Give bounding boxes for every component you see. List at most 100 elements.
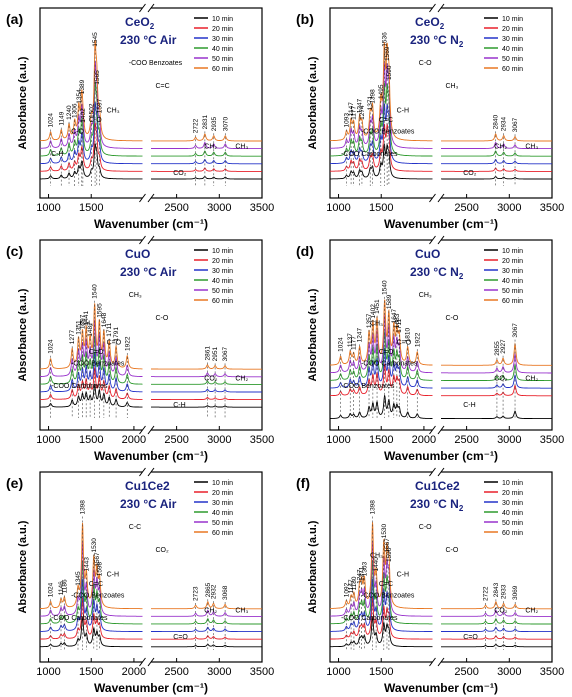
band-label: 1177: [351, 336, 358, 350]
x-tick-label: 1500: [79, 202, 103, 214]
band-label: 1024: [48, 339, 55, 354]
spectrum-line-2-seg2: [151, 167, 262, 172]
y-axis-label: Absorbance (a.u.): [307, 288, 319, 381]
band-annotation: C=O: [463, 634, 478, 641]
x-tick-label: 2000: [122, 434, 146, 446]
band-label: 1147: [348, 102, 355, 116]
x-tick-label: 3500: [250, 202, 274, 214]
legend: 10 min 20 min 30 min 40 min 50 min 60 min: [194, 480, 233, 537]
spectrum-line-3-seg1: [330, 346, 433, 389]
y-axis-label: Absorbance (a.u.): [307, 520, 319, 613]
band-label: 1357: [366, 313, 373, 328]
band-label: 3067: [512, 323, 519, 338]
band-annotation: -COO Carbonates: [51, 615, 108, 622]
spectrum-line-6-seg1: [330, 522, 433, 610]
band-label: 1180: [351, 576, 358, 590]
band-label: 1398: [370, 89, 377, 104]
spectrum-line-4-seg2: [151, 150, 262, 157]
band-label: 1647: [391, 309, 398, 324]
axis-break-mark-bottom: [429, 425, 436, 435]
band-annotation: C=O: [397, 340, 412, 347]
legend-entry: 20 min: [502, 258, 523, 265]
band-label: 2722: [483, 586, 490, 601]
band-annotation: -COO Benzoates: [71, 360, 125, 367]
spectrum-line-1-seg1: [40, 616, 143, 648]
x-tick-label: 3500: [250, 434, 274, 446]
spectrum-line-3-seg1: [330, 103, 433, 165]
axis-break-mark-bottom: [147, 425, 155, 435]
axis-break-mark-bottom: [147, 657, 155, 667]
legend-entry: 10 min: [212, 248, 233, 255]
x-tick-label: 1000: [36, 434, 60, 446]
spectrum-line-3-seg2: [151, 158, 262, 165]
band-annotation: -COO Benzoates: [129, 60, 183, 67]
x-tick-label: 1500: [369, 434, 393, 446]
band-label: 3069: [512, 585, 519, 600]
condition-subscript: 2: [459, 272, 464, 281]
axis-break-mark-bottom: [147, 193, 155, 203]
legend-entry: 20 min: [502, 490, 523, 497]
axis-break-mark-top: [139, 467, 146, 477]
spectrum-line-1-seg2: [441, 643, 552, 648]
spectrum-line-4-seg1: [40, 335, 143, 385]
axis-break-mark-top: [139, 235, 146, 245]
chart-title-material: CuO: [125, 247, 150, 261]
spectrum-line-6-seg2: [151, 364, 262, 370]
band-label: 3068: [222, 585, 229, 600]
band-annotation: CH₃: [235, 144, 248, 151]
legend-entry: 40 min: [212, 510, 233, 517]
band-annotation: C-O: [71, 128, 84, 135]
band-label: 1397: [79, 314, 86, 329]
x-tick-label: 3000: [497, 434, 521, 446]
band-label: 1146: [58, 581, 65, 595]
band-label: 2723: [193, 586, 200, 601]
axis-break-gap-top: [142, 469, 151, 475]
x-tick-label: 3000: [207, 202, 231, 214]
spectrum-line-4-seg1: [40, 560, 143, 625]
band-annotation: CO₂: [204, 376, 218, 383]
band-label: 1567: [94, 552, 101, 567]
band-annotation: -COO Benzoates: [341, 383, 395, 390]
axis-break-mark-bottom: [429, 657, 436, 667]
band-label: 1536: [381, 32, 388, 47]
band-label: 1271: [359, 566, 366, 581]
legend-entry: 40 min: [502, 46, 523, 53]
band-label: 1487: [87, 322, 94, 337]
x-tick-label: 2500: [454, 666, 478, 678]
chart-title-condition: 230 °C N2: [410, 265, 464, 281]
x-tick-label: 1500: [369, 666, 393, 678]
x-tick-label: 1000: [36, 666, 60, 678]
band-annotation: C-O: [419, 524, 432, 531]
spectrum-line-2-seg1: [40, 366, 143, 400]
legend-entry: 60 min: [502, 530, 523, 537]
spectrum-line-4-seg1: [39, 81, 143, 157]
axis-break-mark-bottom: [437, 425, 445, 435]
y-axis-label: Absorbance (a.u.): [307, 56, 319, 149]
chart-panel-6: 1000 1500 2500 3000 3500 Wavenumber (cm⁻¹) Abs…: [296, 467, 564, 695]
band-annotation: C-O: [445, 547, 458, 554]
x-tick-label: 2500: [454, 202, 478, 214]
legend-entry: 40 min: [212, 46, 233, 53]
x-tick-label: 2500: [164, 434, 188, 446]
band-label: 1569: [384, 46, 391, 61]
band-label: 1149: [58, 111, 65, 125]
band-annotation: -COO Benzoates: [361, 592, 415, 599]
spectrum-line-2-seg2: [151, 635, 262, 640]
spectrum-line-4-seg1: [330, 559, 433, 625]
band-annotation: C-O: [155, 315, 168, 322]
x-tick-label: 2500: [164, 202, 188, 214]
legend-entry: 50 min: [212, 520, 233, 527]
x-tick-label: 3500: [250, 666, 274, 678]
band-label: 1502: [88, 103, 95, 118]
band-label: 1137: [347, 333, 354, 347]
legend-entry: 30 min: [502, 268, 523, 275]
band-label: 1595: [96, 303, 103, 318]
band-annotation: -COO Carbonates: [341, 151, 398, 158]
band-label: 1398: [370, 500, 377, 515]
legend-entry: 50 min: [502, 56, 523, 63]
band-annotation: C-O: [89, 117, 102, 124]
x-tick-label: 2500: [454, 434, 478, 446]
band-label: 2831: [202, 115, 209, 130]
x-axis-label: Wavenumber (cm⁻¹): [94, 681, 208, 695]
band-annotation: CH₃: [80, 321, 93, 328]
